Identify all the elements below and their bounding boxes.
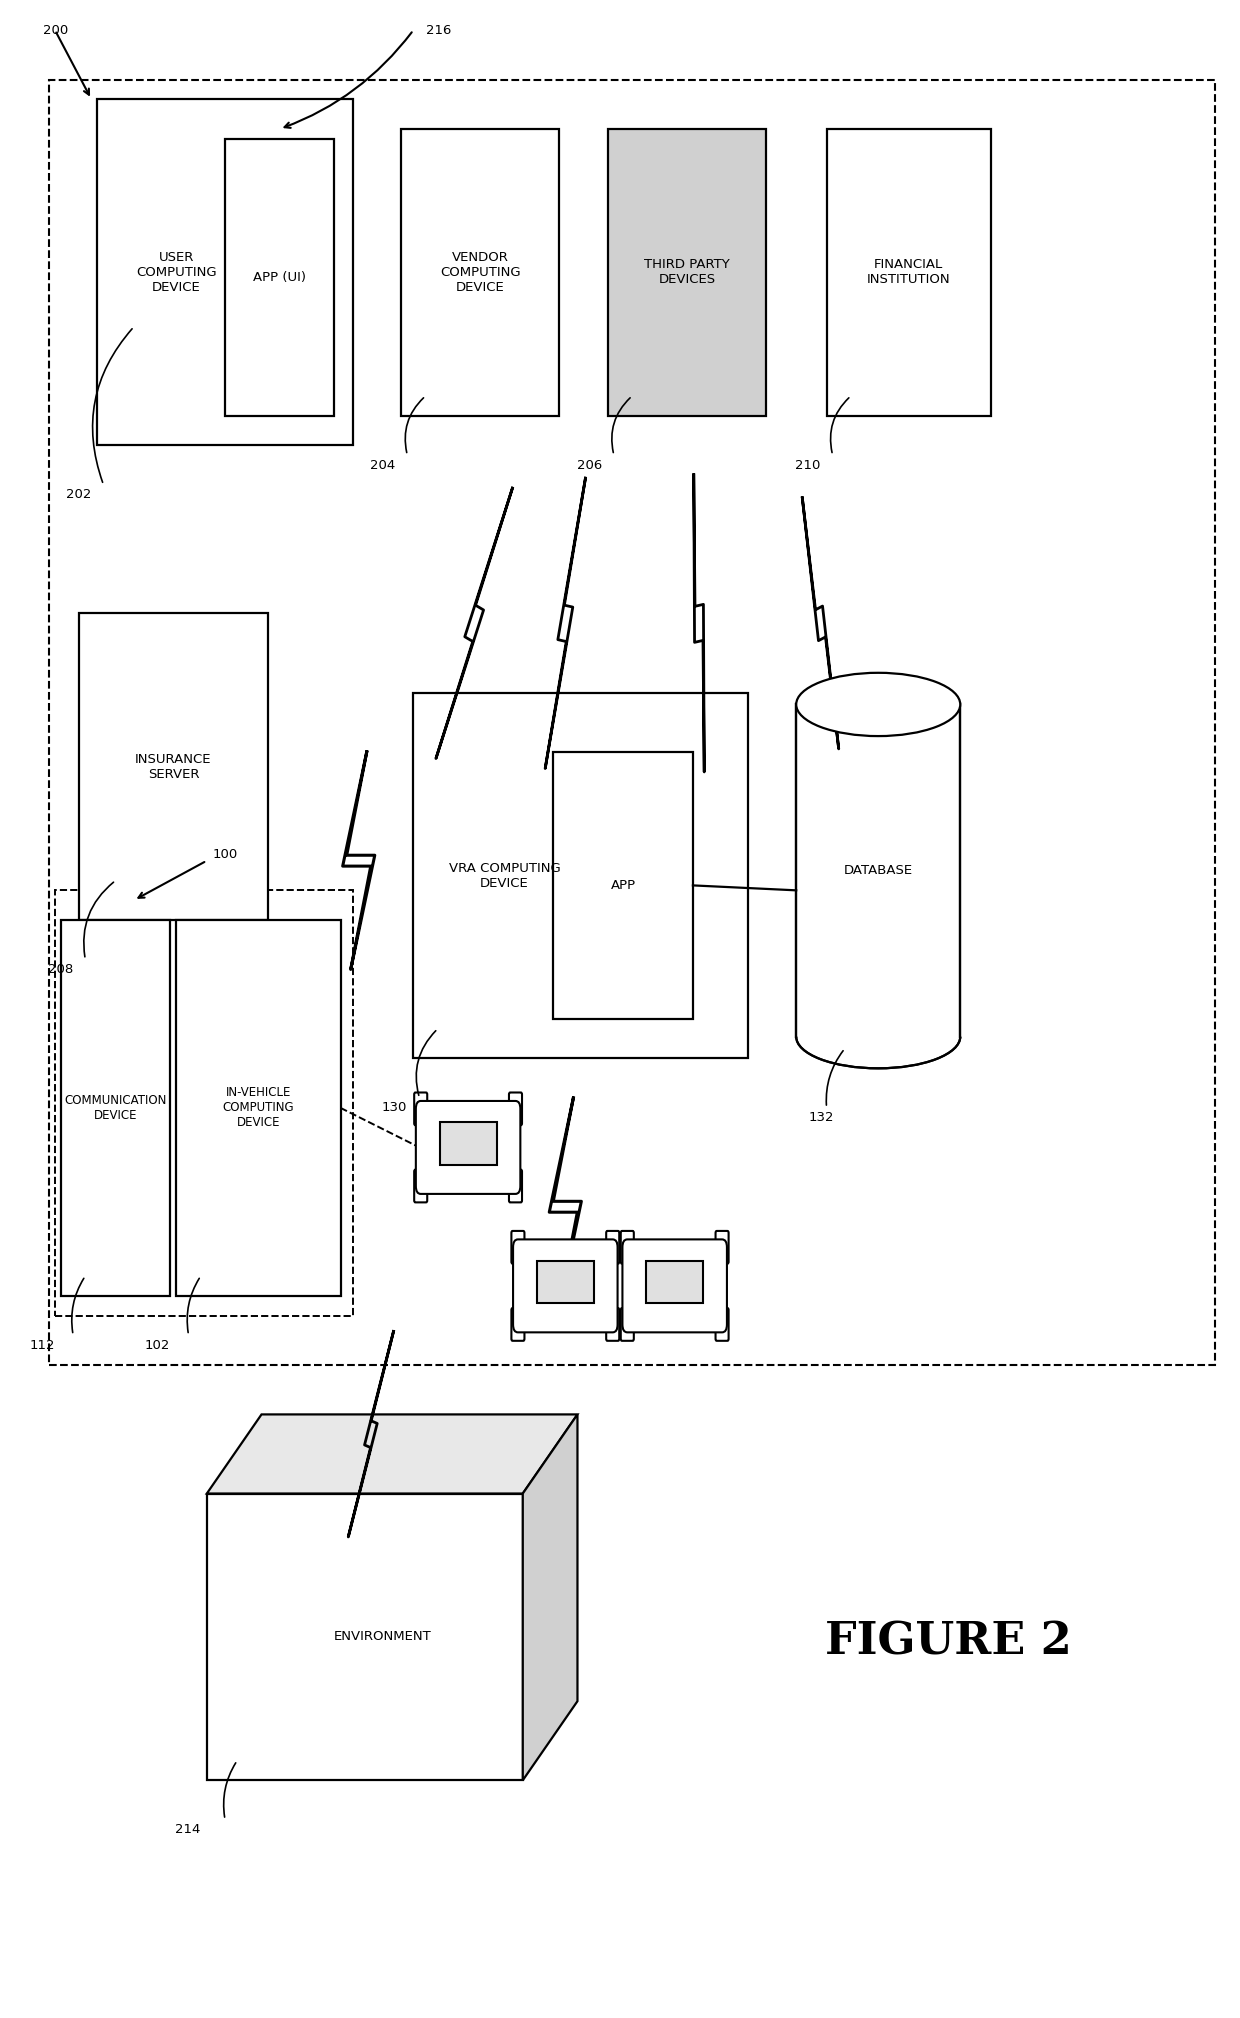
FancyBboxPatch shape [608, 129, 766, 416]
Polygon shape [342, 753, 374, 969]
FancyBboxPatch shape [79, 613, 268, 920]
FancyBboxPatch shape [553, 753, 693, 1019]
Polygon shape [207, 1415, 578, 1493]
FancyBboxPatch shape [413, 692, 748, 1057]
FancyBboxPatch shape [537, 1261, 594, 1304]
FancyBboxPatch shape [622, 1239, 727, 1332]
Text: 204: 204 [370, 458, 396, 472]
Ellipse shape [796, 672, 960, 737]
FancyBboxPatch shape [415, 1102, 521, 1195]
Text: FINANCIAL
INSTITUTION: FINANCIAL INSTITUTION [867, 258, 950, 287]
Text: 210: 210 [795, 458, 821, 472]
FancyBboxPatch shape [513, 1239, 618, 1332]
Text: 206: 206 [577, 458, 601, 472]
Text: IN-VEHICLE
COMPUTING
DEVICE: IN-VEHICLE COMPUTING DEVICE [223, 1086, 294, 1130]
FancyBboxPatch shape [621, 1308, 634, 1340]
Text: 208: 208 [48, 963, 73, 977]
Polygon shape [549, 1098, 582, 1316]
Text: ENVIRONMENT: ENVIRONMENT [334, 1631, 432, 1643]
Text: APP: APP [610, 880, 636, 892]
FancyBboxPatch shape [508, 1092, 522, 1126]
Text: VENDOR
COMPUTING
DEVICE: VENDOR COMPUTING DEVICE [440, 250, 521, 295]
FancyBboxPatch shape [715, 1308, 729, 1340]
Polygon shape [207, 1493, 523, 1780]
FancyBboxPatch shape [827, 129, 991, 416]
FancyBboxPatch shape [440, 1122, 496, 1164]
FancyBboxPatch shape [402, 129, 559, 416]
Polygon shape [523, 1415, 578, 1780]
Text: COMMUNICATION
DEVICE: COMMUNICATION DEVICE [64, 1094, 167, 1122]
FancyBboxPatch shape [414, 1170, 428, 1203]
Text: INSURANCE
SERVER: INSURANCE SERVER [135, 753, 212, 781]
Text: VRA COMPUTING
DEVICE: VRA COMPUTING DEVICE [449, 862, 560, 890]
Text: USER
COMPUTING
DEVICE: USER COMPUTING DEVICE [136, 250, 217, 295]
Text: APP (UI): APP (UI) [253, 270, 306, 285]
Text: FIGURE 2: FIGURE 2 [825, 1620, 1071, 1663]
FancyBboxPatch shape [606, 1231, 619, 1263]
Text: 202: 202 [66, 488, 92, 500]
FancyBboxPatch shape [508, 1170, 522, 1203]
FancyBboxPatch shape [796, 704, 960, 1037]
Text: 112: 112 [30, 1338, 55, 1352]
Text: 216: 216 [425, 24, 451, 36]
FancyBboxPatch shape [98, 99, 352, 446]
FancyBboxPatch shape [414, 1092, 428, 1126]
FancyBboxPatch shape [224, 139, 335, 416]
Text: 130: 130 [382, 1102, 407, 1114]
FancyBboxPatch shape [621, 1231, 634, 1263]
Text: 200: 200 [42, 24, 68, 36]
FancyBboxPatch shape [511, 1231, 525, 1263]
Polygon shape [348, 1332, 393, 1538]
Text: 100: 100 [213, 848, 238, 862]
Polygon shape [436, 488, 512, 759]
Text: 212: 212 [650, 1255, 676, 1269]
Text: 132: 132 [808, 1112, 833, 1124]
Polygon shape [546, 478, 585, 769]
FancyBboxPatch shape [606, 1308, 619, 1340]
Text: DATABASE: DATABASE [843, 864, 913, 878]
FancyBboxPatch shape [646, 1261, 703, 1304]
FancyBboxPatch shape [61, 920, 170, 1296]
Text: THIRD PARTY
DEVICES: THIRD PARTY DEVICES [644, 258, 729, 287]
Text: 102: 102 [145, 1338, 170, 1352]
FancyBboxPatch shape [511, 1308, 525, 1340]
Polygon shape [802, 498, 838, 749]
Polygon shape [693, 474, 704, 773]
Text: 214: 214 [175, 1822, 201, 1836]
FancyBboxPatch shape [715, 1231, 729, 1263]
FancyBboxPatch shape [176, 920, 341, 1296]
